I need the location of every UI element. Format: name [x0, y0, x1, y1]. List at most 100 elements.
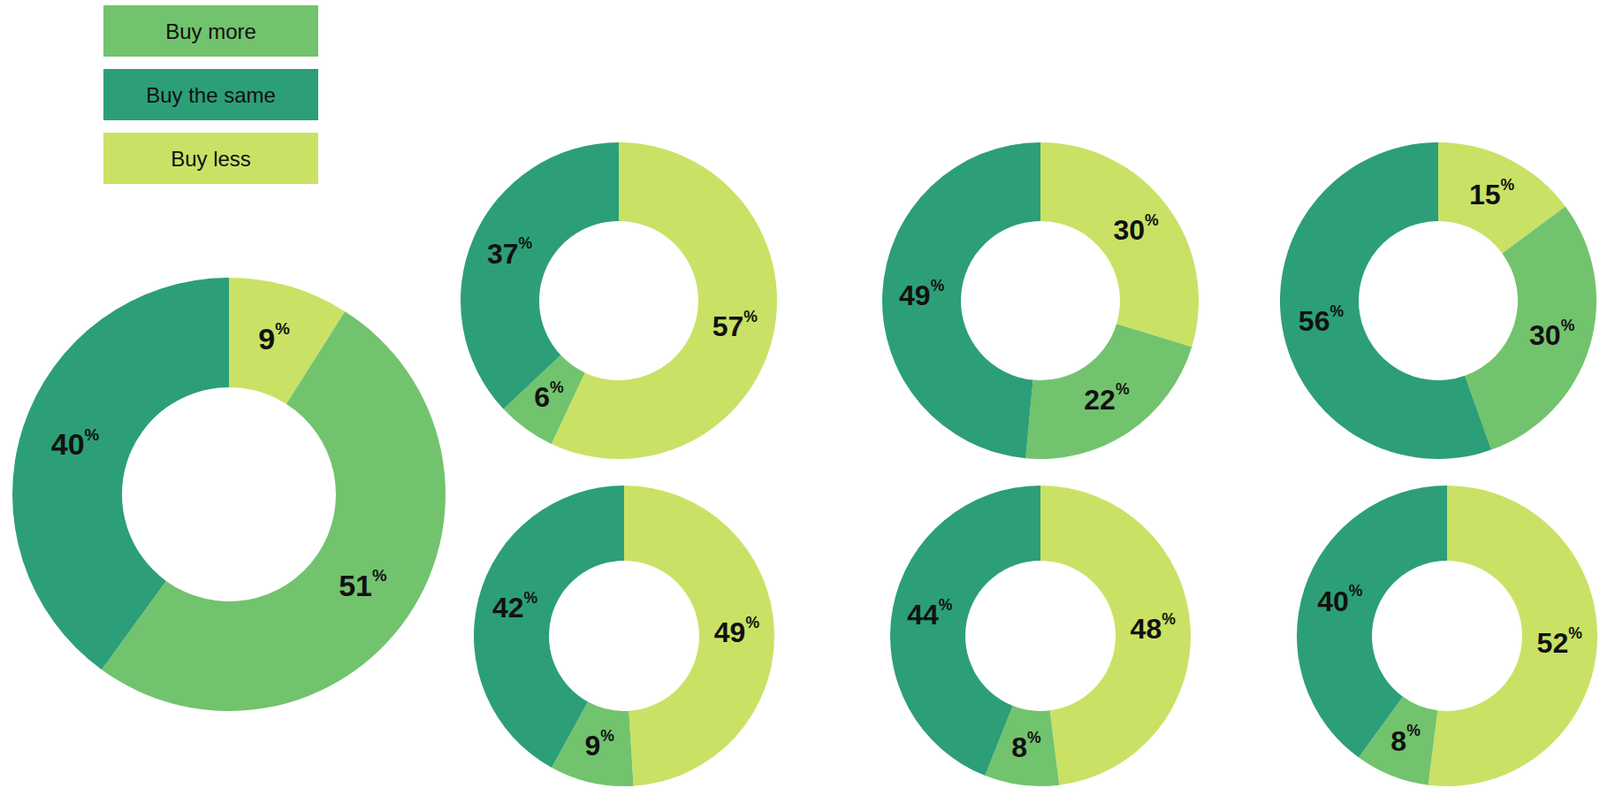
- data-label: 44%: [906, 595, 953, 631]
- donut-chart: Buy lessBuy moreBuy the same48%8%44%: [890, 485, 1191, 786]
- donut-slice: Buy the same: [882, 142, 1041, 458]
- data-labels: 52%8%40%: [1317, 581, 1583, 756]
- slices: Buy lessBuy moreBuy the same: [1296, 485, 1598, 786]
- data-label-unit: %: [1329, 302, 1344, 320]
- data-label-unit: %: [938, 595, 953, 614]
- legend-swatch: [103, 5, 319, 57]
- data-label-unit: %: [1144, 211, 1159, 229]
- donut-slice: Buy less: [1428, 485, 1598, 786]
- data-label-number: 52: [1537, 626, 1570, 659]
- data-label-unit: %: [1568, 624, 1583, 642]
- chart-canvas: Buy lessBuy moreBuy the same9%51%40%Buy …: [0, 0, 1600, 788]
- slices: Buy lessBuy moreBuy the same: [1280, 142, 1597, 459]
- donut-slice: Buy more: [1025, 323, 1192, 459]
- data-labels: 48%8%44%: [906, 595, 1176, 764]
- donut-chart: Buy lessBuy moreBuy the same15%30%56%: [1280, 142, 1597, 459]
- donut-chart: Buy lessBuy moreBuy the same52%8%40%: [1296, 485, 1598, 786]
- data-label: 40%: [1317, 581, 1364, 617]
- data-label: 51%: [338, 564, 388, 602]
- slices: Buy lessBuy moreBuy the same: [882, 142, 1199, 459]
- data-label-unit: %: [84, 424, 100, 443]
- data-label: 40%: [51, 424, 100, 461]
- slices: Buy lessBuy moreBuy the same: [473, 485, 775, 786]
- data-label-number: 49: [899, 279, 931, 312]
- donut-slice: Buy less: [624, 485, 775, 786]
- legend-label: Buy the same: [145, 83, 276, 107]
- data-label-unit: %: [549, 378, 564, 397]
- data-label-number: 44: [906, 598, 939, 631]
- data-label-number: 30: [1529, 319, 1562, 351]
- donut-slice: Buy less: [1040, 485, 1191, 785]
- data-label: 15%: [1469, 175, 1516, 211]
- data-label-unit: %: [372, 564, 388, 584]
- data-labels: 30%22%49%: [899, 211, 1159, 416]
- data-label-number: 48: [1130, 612, 1163, 645]
- data-label-unit: %: [1406, 721, 1421, 740]
- data-label-number: 51: [338, 568, 373, 602]
- data-labels: 9%51%40%: [51, 319, 388, 602]
- data-label-unit: %: [930, 276, 945, 295]
- legend-label: Buy less: [170, 146, 252, 171]
- data-label: 8%: [1011, 728, 1042, 763]
- slices: Buy lessBuy moreBuy the same: [460, 142, 778, 459]
- data-label-unit: %: [1561, 316, 1576, 335]
- legend-swatch: [103, 68, 319, 121]
- donut-slice: Buy the same: [473, 485, 625, 768]
- donut-chart: Buy lessBuy moreBuy the same57%6%37%: [460, 142, 778, 459]
- data-label: 48%: [1130, 609, 1177, 645]
- donut-slice: Buy less: [1040, 142, 1199, 347]
- donut-slice: Buy the same: [1280, 142, 1492, 459]
- data-label: 56%: [1298, 302, 1345, 337]
- data-label-unit: %: [523, 588, 538, 607]
- data-label: 42%: [492, 588, 539, 624]
- data-label: 37%: [487, 234, 534, 269]
- slices: Buy lessBuy moreBuy the same: [12, 277, 446, 711]
- donut-slice: Buy the same: [460, 142, 619, 410]
- data-label-number: 49: [714, 616, 747, 648]
- data-label-unit: %: [743, 307, 758, 326]
- data-label-number: 56: [1298, 304, 1331, 337]
- data-label-unit: %: [274, 319, 290, 338]
- data-label-number: 8: [1390, 724, 1407, 757]
- slices: Buy lessBuy moreBuy the same: [890, 485, 1191, 786]
- donut-slice: Buy the same: [890, 485, 1041, 776]
- data-label-number: 8: [1011, 731, 1028, 763]
- donut-slice: Buy the same: [1296, 485, 1448, 758]
- data-label-unit: %: [1115, 380, 1130, 398]
- data-label-unit: %: [745, 613, 760, 632]
- data-label-unit: %: [518, 234, 534, 252]
- donut-slice: Buy the same: [12, 277, 229, 670]
- data-label-number: 40: [51, 426, 85, 461]
- data-label-unit: %: [1027, 728, 1042, 747]
- data-label: 9%: [258, 319, 290, 356]
- donut-chart: Buy lessBuy moreBuy the same49%9%42%: [473, 485, 775, 786]
- donut-chart: Buy lessBuy moreBuy the same9%51%40%: [12, 277, 446, 711]
- donut-slice: Buy more: [1464, 205, 1597, 450]
- data-label: 49%: [714, 613, 761, 648]
- data-label-number: 9: [584, 729, 601, 762]
- data-labels: 15%30%56%: [1298, 175, 1576, 351]
- data-label-number: 57: [712, 310, 745, 343]
- data-label: 22%: [1083, 380, 1130, 415]
- data-label: 57%: [712, 307, 759, 343]
- data-label-unit: %: [600, 726, 615, 745]
- legend: Buy more Buy the same Buy less: [103, 5, 319, 184]
- data-label: 8%: [1390, 721, 1421, 756]
- data-label-number: 6: [533, 380, 550, 413]
- data-label: 52%: [1537, 624, 1584, 659]
- data-labels: 49%9%42%: [492, 588, 761, 762]
- legend-swatch: [103, 132, 319, 184]
- data-labels: 57%6%37%: [487, 234, 758, 412]
- data-label-number: 22: [1083, 383, 1116, 416]
- data-label-unit: %: [1500, 175, 1515, 194]
- legend-label: Buy more: [165, 19, 257, 44]
- data-label-unit: %: [1161, 609, 1176, 628]
- data-label-number: 15: [1469, 178, 1501, 211]
- data-label-number: 30: [1112, 213, 1145, 246]
- data-label: 30%: [1112, 211, 1159, 246]
- data-label-number: 37: [487, 237, 519, 270]
- data-label: 6%: [533, 378, 564, 413]
- data-label: 9%: [584, 726, 615, 762]
- data-label-number: 40: [1317, 585, 1349, 618]
- data-label-number: 42: [492, 591, 525, 624]
